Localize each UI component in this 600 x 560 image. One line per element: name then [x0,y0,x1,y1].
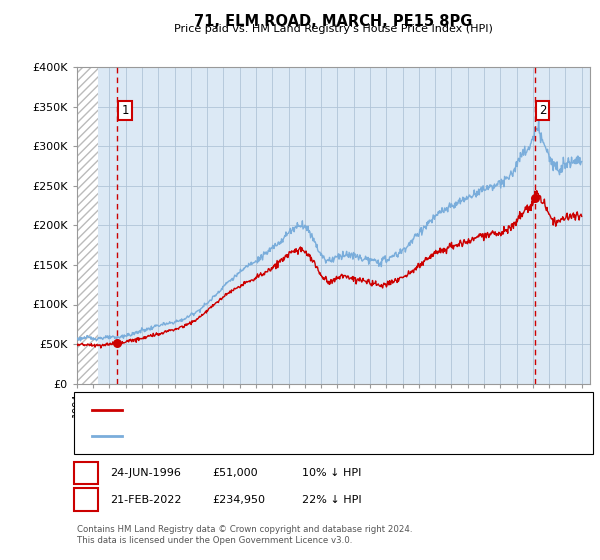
Text: 24-JUN-1996: 24-JUN-1996 [110,468,181,478]
Bar [77,67,98,384]
Text: HPI: Average price, detached house, Fenland: HPI: Average price, detached house, Fenl… [128,431,362,441]
Text: £234,950: £234,950 [212,494,265,505]
Text: 71, ELM ROAD, MARCH, PE15 8PG (detached house): 71, ELM ROAD, MARCH, PE15 8PG (detached … [128,405,398,415]
Text: 22% ↓ HPI: 22% ↓ HPI [302,494,361,505]
Bar [77,67,98,384]
Text: 1: 1 [82,468,89,478]
Text: Price paid vs. HM Land Registry's House Price Index (HPI): Price paid vs. HM Land Registry's House … [173,24,493,34]
Text: Contains HM Land Registry data © Crown copyright and database right 2024.
This d: Contains HM Land Registry data © Crown c… [77,525,412,545]
Text: 2: 2 [539,104,547,117]
Text: 2: 2 [82,494,89,505]
Text: 71, ELM ROAD, MARCH, PE15 8PG: 71, ELM ROAD, MARCH, PE15 8PG [194,14,472,29]
Text: 10% ↓ HPI: 10% ↓ HPI [302,468,361,478]
Text: 1: 1 [121,104,129,117]
Text: £51,000: £51,000 [212,468,257,478]
Text: 21-FEB-2022: 21-FEB-2022 [110,494,181,505]
